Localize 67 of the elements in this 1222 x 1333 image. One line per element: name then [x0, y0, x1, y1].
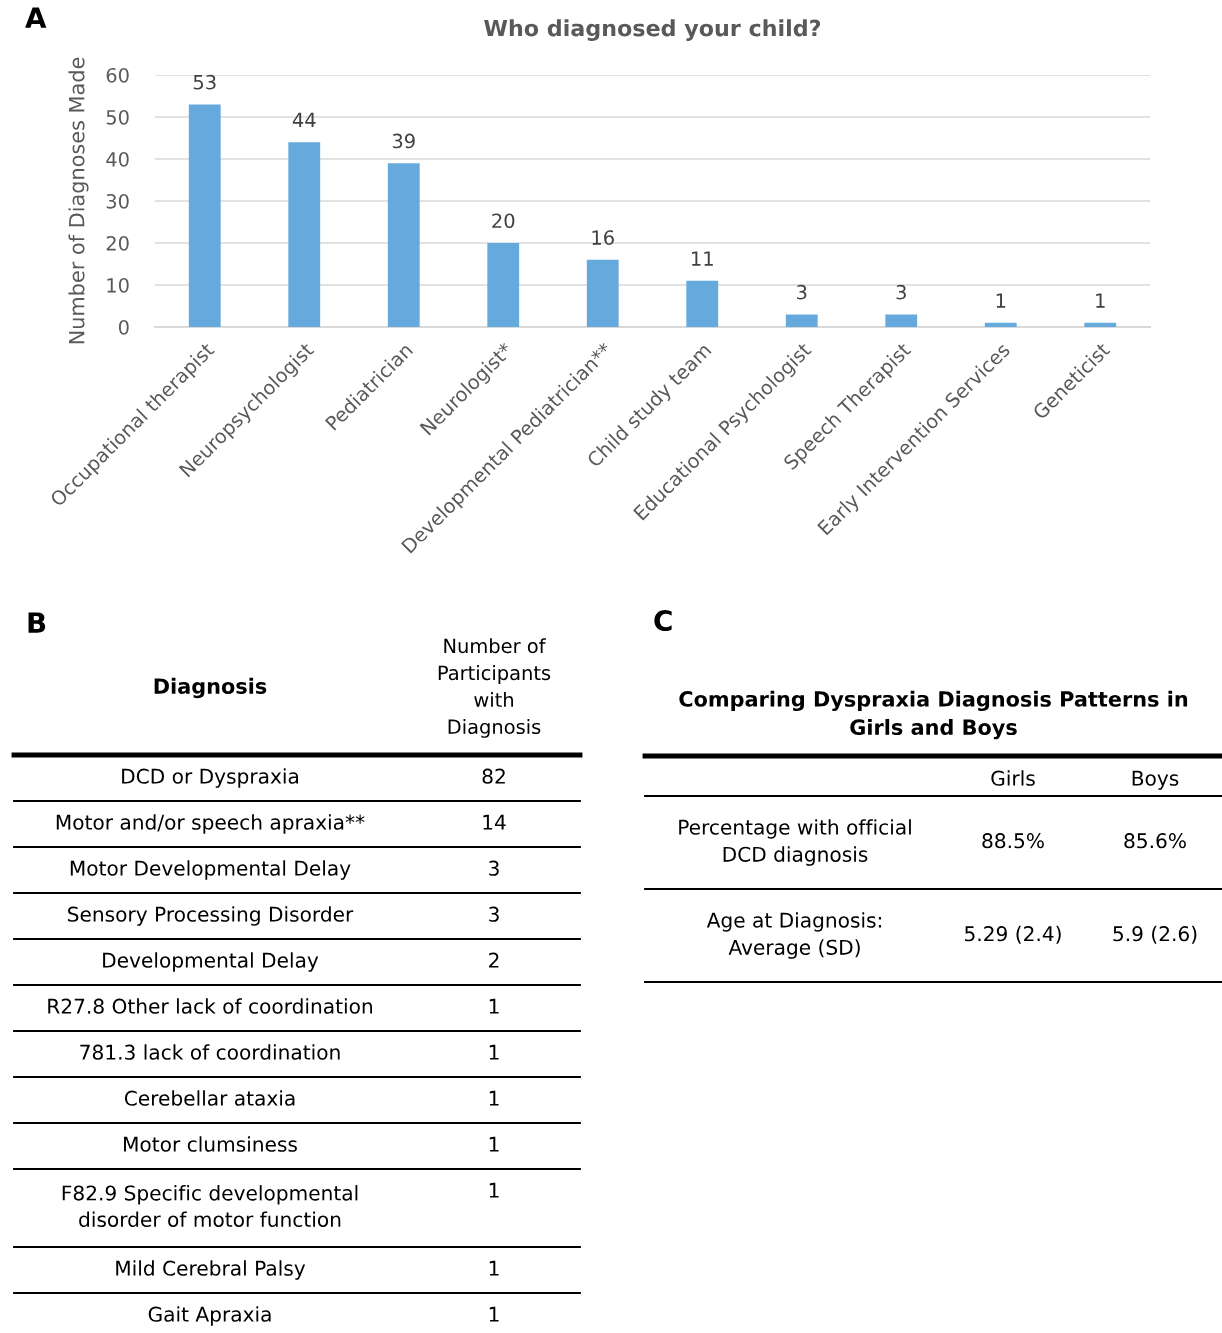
data-label: 53 — [193, 74, 216, 90]
data-label: 1 — [489, 1090, 499, 1106]
data-label: 5.9 (2.6) — [1113, 925, 1197, 944]
text: Girls — [991, 770, 1035, 786]
bar — [387, 163, 420, 327]
data-label: 16 — [592, 230, 614, 245]
category-label: Cerebellar ataxia — [124, 1090, 295, 1106]
text: Number of Participants with Diagnosis — [438, 638, 551, 738]
bar — [487, 243, 520, 327]
category-label: Motor Developmental Delay — [70, 860, 351, 880]
data-label: 1 — [489, 1044, 499, 1060]
bar — [785, 314, 818, 327]
data-label: 1 — [1096, 293, 1105, 308]
category-label: Sensory Processing Disorder — [68, 906, 354, 926]
data-label: 2 — [489, 952, 499, 968]
category-label: Age at Diagnosis: Average (SD) — [706, 912, 881, 959]
data-label: 11 — [692, 251, 713, 266]
y-tick-label: 50 — [106, 109, 129, 125]
category-label: 781.3 lack of coordination — [80, 1044, 340, 1060]
data-label: 1 — [489, 1306, 499, 1322]
y-tick-label: 60 — [106, 67, 129, 83]
y-tick-label: 10 — [107, 277, 129, 293]
y-tick-label: 0 — [118, 319, 129, 335]
data-label: 82 — [482, 768, 505, 784]
category-label: Gait Apraxia — [148, 1306, 271, 1326]
text: Comparing Dyspraxia Diagnosis Patterns in Girls and Boys — [679, 690, 1188, 740]
bar — [686, 280, 719, 327]
category-label: Developmental Delay — [103, 952, 319, 972]
data-label: 85.6% — [1124, 833, 1186, 849]
bar — [1084, 322, 1117, 327]
category-label: R27.8 Other lack of coordination — [48, 998, 372, 1014]
data-label: 44 — [292, 112, 316, 128]
category-label: Mild Cerebral Palsy — [116, 1260, 306, 1280]
data-label: 20 — [492, 213, 515, 229]
bar — [288, 142, 321, 327]
y-tick-label: 20 — [106, 235, 129, 251]
text: B — [28, 612, 46, 633]
data-label: 3 — [896, 284, 906, 300]
y-tick-label: 40 — [106, 151, 129, 167]
text: C — [654, 610, 672, 632]
data-label: 1 — [996, 293, 1006, 308]
data-label: 39 — [392, 133, 415, 149]
data-label: 3 — [489, 906, 499, 922]
data-label: 3 — [489, 860, 499, 876]
category-label: F82.9 Specific developmental disorder of motor function — [62, 1185, 358, 1228]
data-label: 14 — [483, 814, 506, 830]
bar — [885, 314, 918, 327]
y-tick-label: 30 — [106, 193, 129, 209]
category-label: Percentage with official DCD diagnosis — [679, 819, 911, 866]
y-axis-title: Number of Diagnoses Made — [68, 57, 89, 344]
chart-title: Who diagnosed your child? — [484, 19, 821, 41]
bar — [984, 322, 1017, 327]
data-label: 1 — [489, 1260, 499, 1276]
category-label: Motor clumsiness — [124, 1136, 297, 1152]
text: Boys — [1132, 770, 1179, 790]
category-label: Motor and/or speech apraxia** — [56, 814, 365, 834]
data-label: 5.29 (2.4) — [965, 925, 1061, 944]
data-label: 3 — [797, 284, 807, 300]
data-label: 1 — [489, 998, 499, 1014]
data-label: 88.5% — [982, 833, 1044, 849]
data-label: 1 — [489, 1136, 499, 1152]
text: A — [25, 7, 47, 28]
data-label: 1 — [489, 1182, 499, 1198]
bar — [586, 259, 619, 327]
category-label: DCD or Dyspraxia — [122, 768, 298, 788]
text: Diagnosis — [154, 677, 267, 699]
bar — [188, 104, 221, 327]
